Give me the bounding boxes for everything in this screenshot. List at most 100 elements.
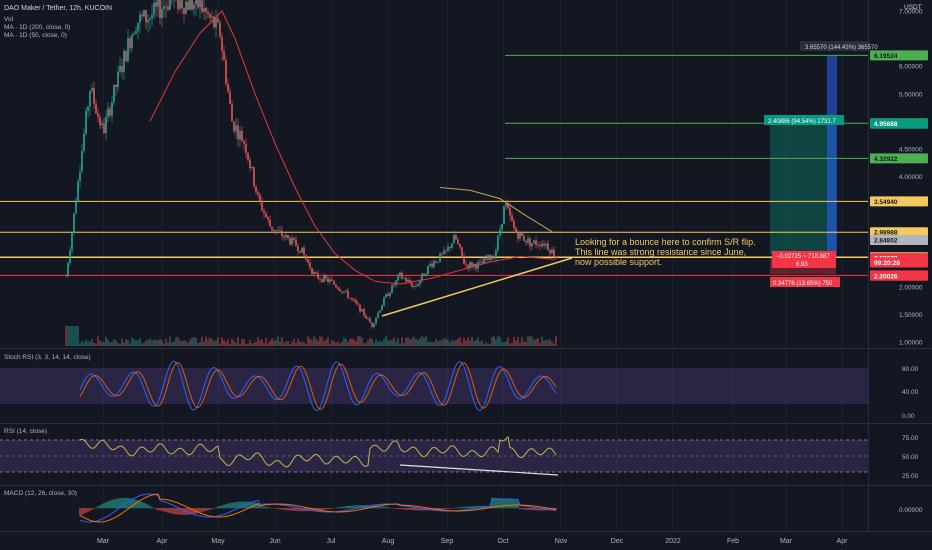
rsi-divergence-line[interactable] <box>399 464 559 476</box>
candle-body <box>87 106 89 112</box>
candle-body <box>317 273 319 279</box>
macd-histogram-bar <box>237 501 239 509</box>
volume-bar <box>341 341 343 346</box>
candle-body <box>277 230 279 231</box>
price-tick-label: 7.00000 <box>899 9 923 16</box>
volume-bar <box>395 341 397 346</box>
macd-histogram-bar <box>491 497 493 509</box>
candle-body <box>479 261 481 263</box>
candle-body <box>123 50 125 72</box>
volume-bar <box>239 343 241 346</box>
support-trendline[interactable] <box>381 257 573 317</box>
volume-bar <box>79 343 81 346</box>
volume-bar <box>333 341 335 346</box>
candle-body <box>391 284 393 293</box>
volume-bar <box>383 338 385 346</box>
time-axis-label: Mar <box>97 538 110 545</box>
volume-bar <box>69 326 71 346</box>
candle-body <box>351 297 353 300</box>
volume-bar <box>153 340 155 346</box>
volume-bar <box>495 339 497 346</box>
macd-histogram-bar <box>91 508 93 510</box>
candle-body <box>323 275 325 282</box>
candle-body <box>307 259 309 263</box>
price-tick-label: 4.50000 <box>899 146 923 153</box>
macd-histogram-bar <box>113 499 115 509</box>
macd-histogram-bar <box>353 505 355 509</box>
price-tag <box>870 50 928 61</box>
volume-bar <box>363 343 365 346</box>
candle-body <box>125 50 127 62</box>
macd-histogram-bar <box>223 504 225 509</box>
candle-body <box>365 315 367 319</box>
macd-histogram-bar <box>357 505 359 509</box>
macd-histogram-bar <box>271 507 273 509</box>
volume-bar <box>467 337 469 346</box>
volume-bar <box>469 340 471 346</box>
candle-body <box>151 14 153 19</box>
price-tag-label: 2.84802 <box>874 238 898 245</box>
volume-bar <box>477 337 479 346</box>
candle-body <box>267 216 269 220</box>
candle-body <box>509 208 511 216</box>
time-axis[interactable]: Mar Apr May Jun Jul Aug Sep Oct Nov Dec 2022 Feb Mar… <box>97 538 848 545</box>
candle-body <box>213 16 215 28</box>
macd-histogram-bar <box>261 506 263 509</box>
time-axis-label: Apr <box>157 538 169 545</box>
candle-body <box>233 121 235 132</box>
macd-histogram-bar <box>93 508 95 509</box>
volume-bar <box>353 339 355 346</box>
position-profit-zone[interactable] <box>770 124 836 254</box>
macd-histogram-bar <box>487 505 489 509</box>
volume-bar <box>527 336 529 346</box>
candle-body <box>253 167 255 187</box>
macd-histogram-bar <box>471 506 473 509</box>
volume-bar <box>487 343 489 346</box>
macd-histogram-bar <box>81 508 83 515</box>
candle-body <box>379 310 381 313</box>
volume-bar <box>197 342 199 346</box>
macd-histogram-bar <box>243 501 245 509</box>
candle-body <box>211 16 213 18</box>
macd-histogram-bar <box>267 507 269 509</box>
price-tag <box>870 118 928 129</box>
volume-bar <box>373 343 375 346</box>
candle-body <box>279 230 281 231</box>
vertical-grid <box>102 0 843 532</box>
position-stop-label-bg <box>770 277 840 287</box>
candle-body <box>349 297 351 299</box>
time-axis-label: Sep <box>441 538 454 545</box>
candle-body <box>191 0 193 10</box>
macd-histogram-bar <box>399 508 401 510</box>
macd-histogram-bar <box>89 508 91 511</box>
candle-body <box>215 18 217 28</box>
horizontal-levels[interactable] <box>0 54 868 276</box>
price-tick-label: 1.00000 <box>899 340 923 347</box>
volume-bar <box>321 337 323 346</box>
volume-bar <box>443 338 445 346</box>
macd-histogram-bar <box>103 503 105 509</box>
volume-bar <box>397 338 399 346</box>
macd-histogram-bar <box>351 505 353 509</box>
macd-histogram-bar <box>317 508 319 511</box>
macd-histogram-bar <box>201 508 203 513</box>
volume-bar <box>265 337 267 346</box>
candle-body <box>485 258 487 260</box>
candle-body <box>447 246 449 251</box>
volume-bar <box>365 343 367 346</box>
volume-bar <box>519 342 521 346</box>
candle-body <box>255 186 257 193</box>
candle-body <box>71 232 73 251</box>
macd-histogram-bar <box>415 508 417 511</box>
candle-body <box>399 272 401 276</box>
macd-histogram-bar <box>439 508 441 510</box>
candle-body <box>149 18 151 21</box>
volume-bar <box>99 340 101 346</box>
volume-bar <box>449 342 451 346</box>
macd-histogram-bar <box>275 508 277 509</box>
volume-bar <box>475 340 477 346</box>
macd-histogram-bar <box>215 507 217 509</box>
candle-body <box>97 113 99 117</box>
volume-bar <box>463 338 465 346</box>
